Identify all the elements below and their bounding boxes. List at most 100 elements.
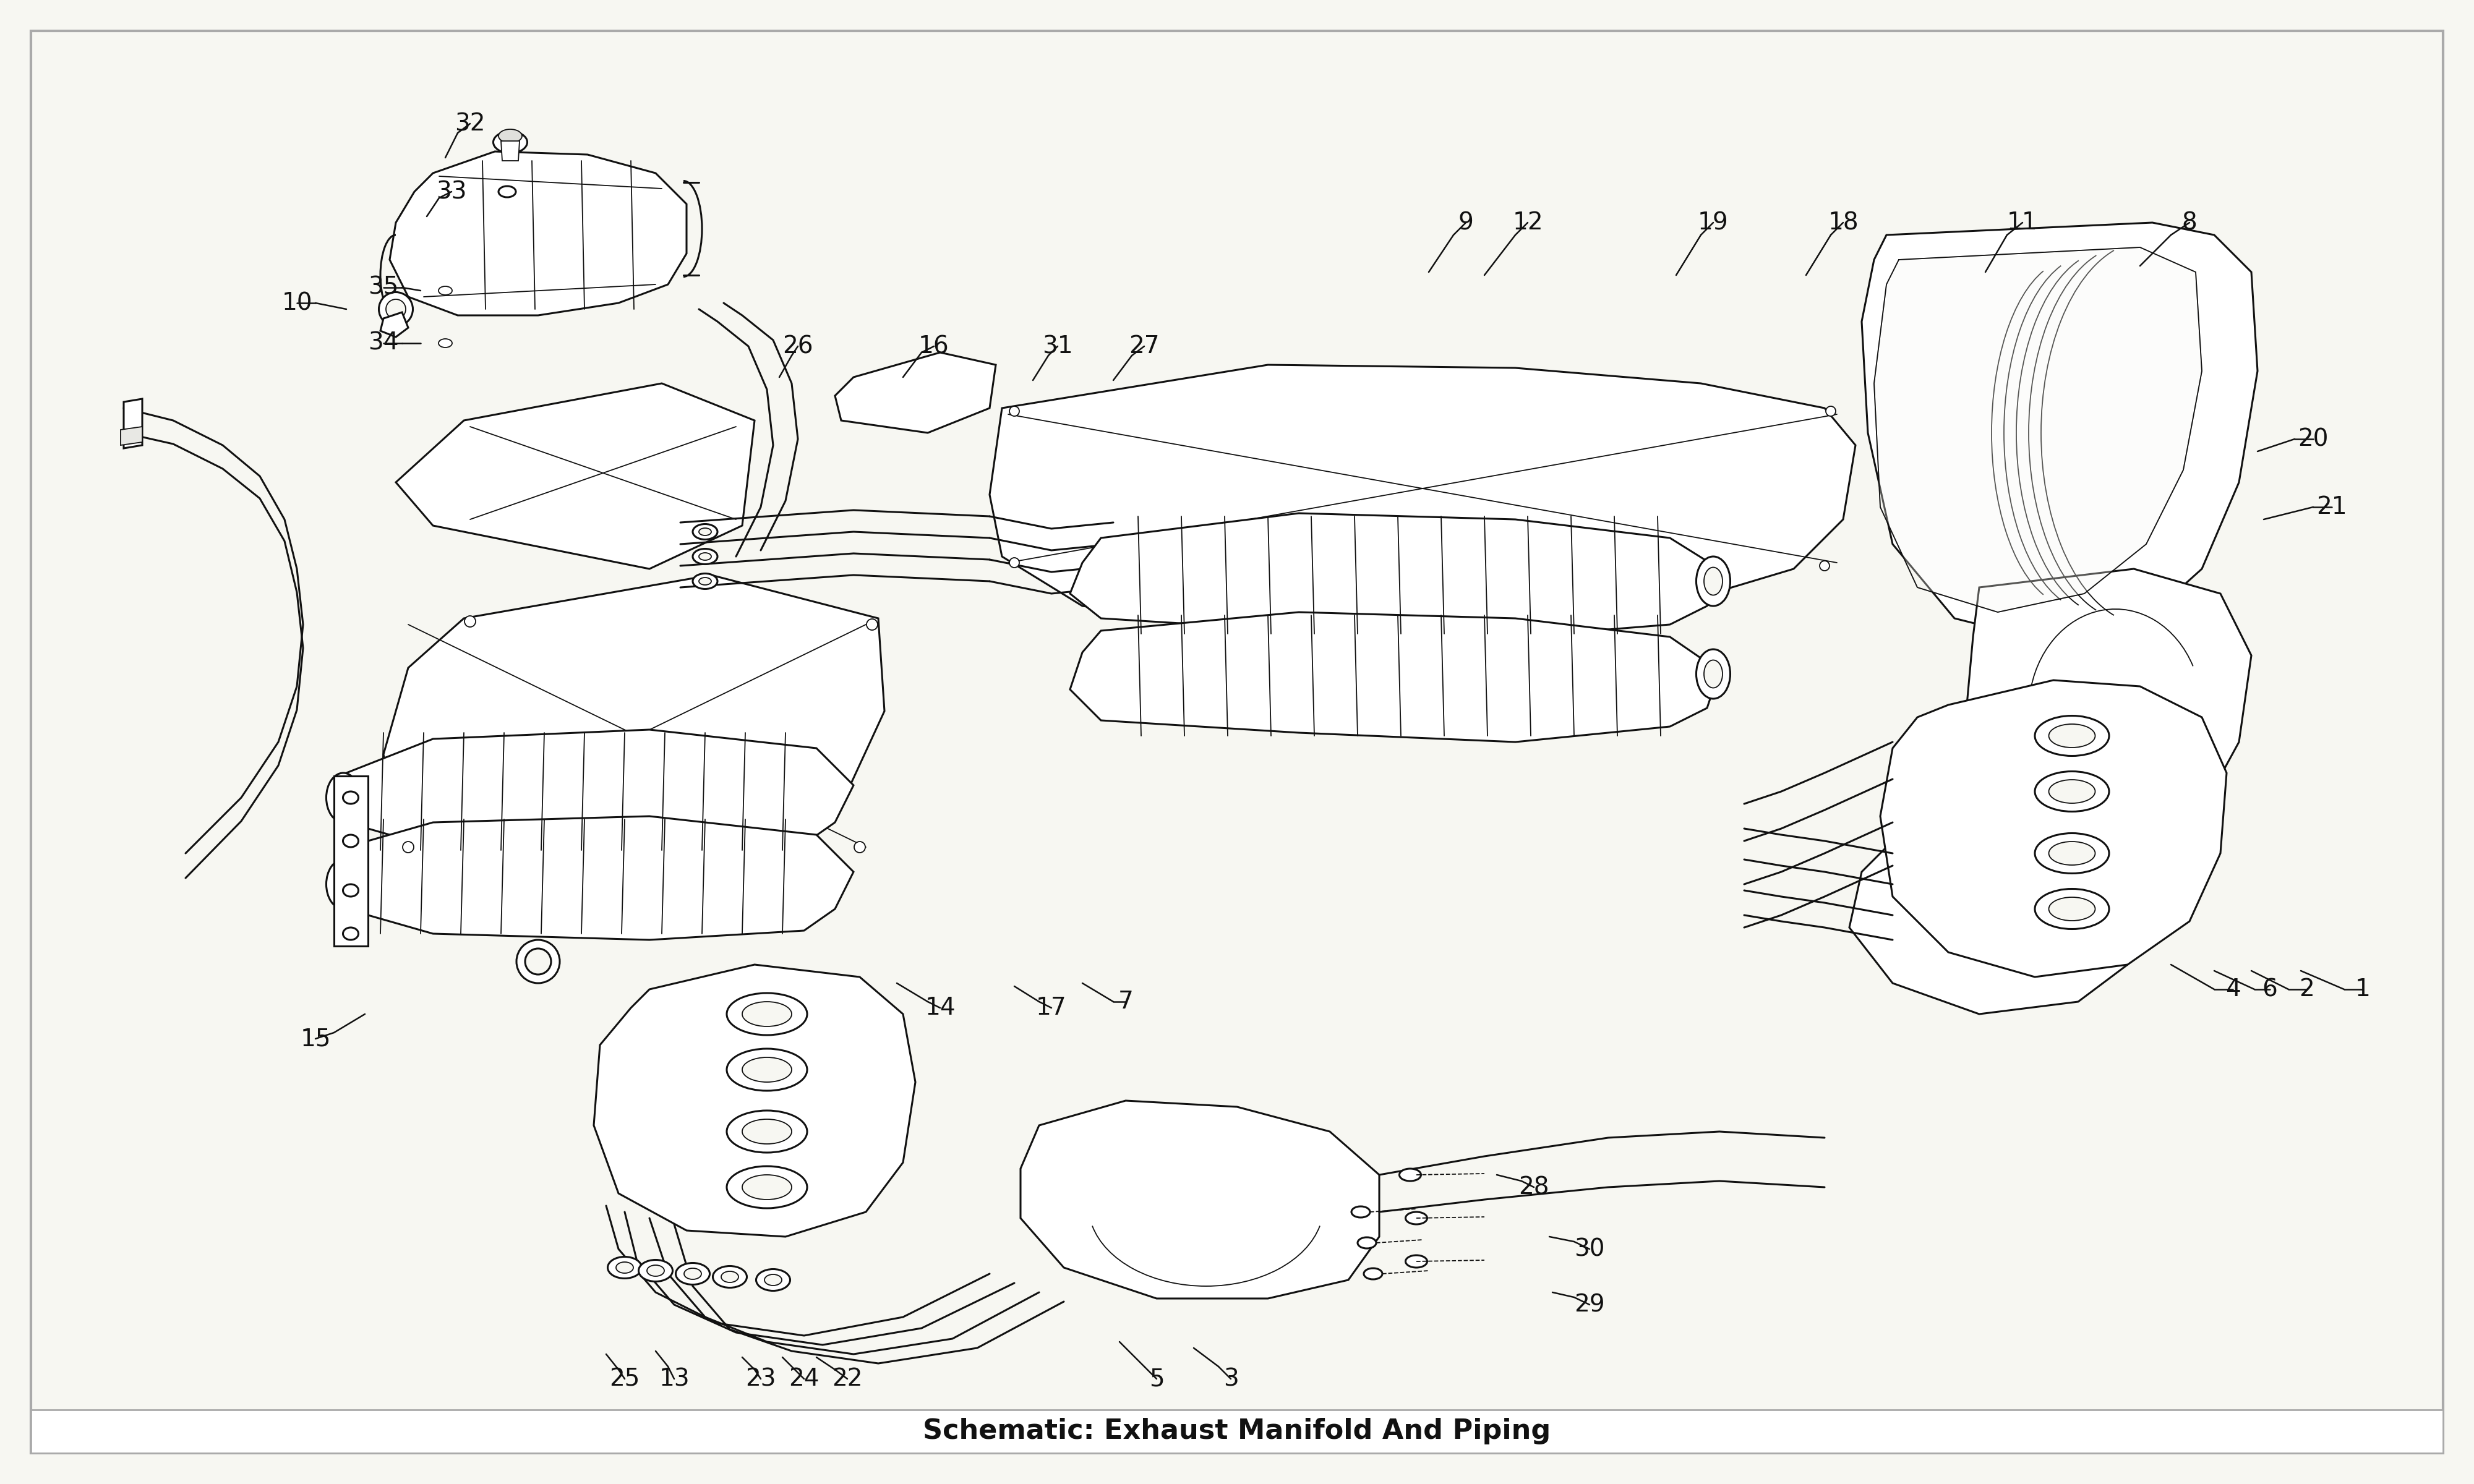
- Text: 7: 7: [1118, 990, 1133, 1014]
- Ellipse shape: [700, 528, 713, 536]
- Ellipse shape: [1697, 556, 1729, 605]
- Ellipse shape: [693, 549, 717, 564]
- Ellipse shape: [616, 1261, 633, 1273]
- Polygon shape: [594, 965, 915, 1236]
- Text: 29: 29: [1573, 1293, 1606, 1316]
- Text: 15: 15: [299, 1027, 332, 1051]
- Ellipse shape: [1405, 1255, 1427, 1267]
- Ellipse shape: [1400, 1169, 1420, 1181]
- Ellipse shape: [2048, 779, 2095, 803]
- Ellipse shape: [675, 1263, 710, 1285]
- Ellipse shape: [693, 524, 717, 540]
- Text: 31: 31: [1042, 334, 1074, 358]
- Text: 20: 20: [2298, 427, 2328, 451]
- Polygon shape: [396, 383, 755, 568]
- Ellipse shape: [334, 784, 354, 812]
- Ellipse shape: [764, 1275, 782, 1285]
- Ellipse shape: [2034, 715, 2108, 755]
- Ellipse shape: [438, 286, 453, 295]
- Text: 23: 23: [745, 1367, 777, 1391]
- Ellipse shape: [2048, 724, 2095, 748]
- Polygon shape: [1069, 513, 1719, 637]
- Polygon shape: [1022, 1101, 1380, 1298]
- Text: 5: 5: [1148, 1367, 1165, 1391]
- Ellipse shape: [1705, 660, 1722, 689]
- Polygon shape: [1880, 680, 2227, 976]
- Ellipse shape: [334, 870, 354, 898]
- Text: 8: 8: [2182, 211, 2197, 234]
- Polygon shape: [1967, 568, 2251, 841]
- Text: 22: 22: [831, 1367, 863, 1391]
- Ellipse shape: [1009, 558, 1019, 567]
- Ellipse shape: [866, 619, 878, 631]
- Text: 19: 19: [1697, 211, 1729, 234]
- Ellipse shape: [1358, 1238, 1376, 1248]
- Text: 18: 18: [1828, 211, 1858, 234]
- Text: 21: 21: [2316, 496, 2348, 519]
- Polygon shape: [381, 312, 408, 337]
- Ellipse shape: [727, 993, 807, 1036]
- Ellipse shape: [1821, 561, 1831, 571]
- Text: 27: 27: [1128, 334, 1160, 358]
- Ellipse shape: [693, 573, 717, 589]
- Ellipse shape: [700, 577, 713, 585]
- Polygon shape: [990, 365, 1856, 631]
- Ellipse shape: [403, 841, 413, 853]
- Ellipse shape: [2048, 898, 2095, 920]
- Ellipse shape: [2034, 889, 2108, 929]
- Text: 17: 17: [1037, 996, 1066, 1020]
- Text: 28: 28: [1519, 1175, 1549, 1199]
- Ellipse shape: [500, 129, 522, 142]
- Polygon shape: [1069, 611, 1719, 742]
- Ellipse shape: [1826, 407, 1836, 416]
- Polygon shape: [334, 730, 854, 853]
- Ellipse shape: [757, 1269, 789, 1291]
- Text: 24: 24: [789, 1367, 819, 1391]
- Ellipse shape: [344, 834, 359, 847]
- Ellipse shape: [524, 948, 552, 975]
- Ellipse shape: [327, 859, 361, 908]
- Ellipse shape: [683, 1269, 703, 1279]
- Ellipse shape: [1405, 1212, 1427, 1224]
- Ellipse shape: [713, 1266, 747, 1288]
- Ellipse shape: [1697, 650, 1729, 699]
- Ellipse shape: [344, 791, 359, 804]
- Polygon shape: [121, 427, 143, 445]
- Ellipse shape: [727, 1110, 807, 1153]
- Text: 35: 35: [369, 276, 398, 300]
- Text: 32: 32: [455, 111, 485, 135]
- Ellipse shape: [742, 1175, 792, 1199]
- Text: 26: 26: [782, 334, 814, 358]
- Ellipse shape: [500, 186, 515, 197]
- Text: 4: 4: [2224, 978, 2241, 1002]
- Ellipse shape: [722, 1272, 737, 1282]
- Ellipse shape: [638, 1260, 673, 1282]
- Polygon shape: [1851, 822, 2147, 1014]
- Ellipse shape: [609, 1257, 641, 1278]
- Text: 13: 13: [658, 1367, 690, 1391]
- Ellipse shape: [1363, 1269, 1383, 1279]
- Text: 2: 2: [2298, 978, 2316, 1002]
- Text: 3: 3: [1222, 1367, 1239, 1391]
- Text: 33: 33: [435, 180, 468, 203]
- Ellipse shape: [344, 884, 359, 896]
- Polygon shape: [836, 352, 995, 433]
- Ellipse shape: [727, 1166, 807, 1208]
- Ellipse shape: [2048, 841, 2095, 865]
- Polygon shape: [391, 151, 688, 315]
- Polygon shape: [124, 399, 143, 448]
- Ellipse shape: [742, 1002, 792, 1027]
- Ellipse shape: [379, 292, 413, 326]
- Ellipse shape: [2034, 833, 2108, 874]
- Text: 16: 16: [918, 334, 950, 358]
- Bar: [30, 1410, 2444, 1453]
- Polygon shape: [334, 816, 854, 939]
- Polygon shape: [500, 141, 520, 160]
- Ellipse shape: [1009, 407, 1019, 416]
- Text: 25: 25: [609, 1367, 641, 1391]
- Text: 10: 10: [282, 291, 312, 315]
- Text: 30: 30: [1573, 1238, 1606, 1261]
- Text: 14: 14: [925, 996, 955, 1020]
- Polygon shape: [383, 574, 886, 884]
- Ellipse shape: [2034, 772, 2108, 812]
